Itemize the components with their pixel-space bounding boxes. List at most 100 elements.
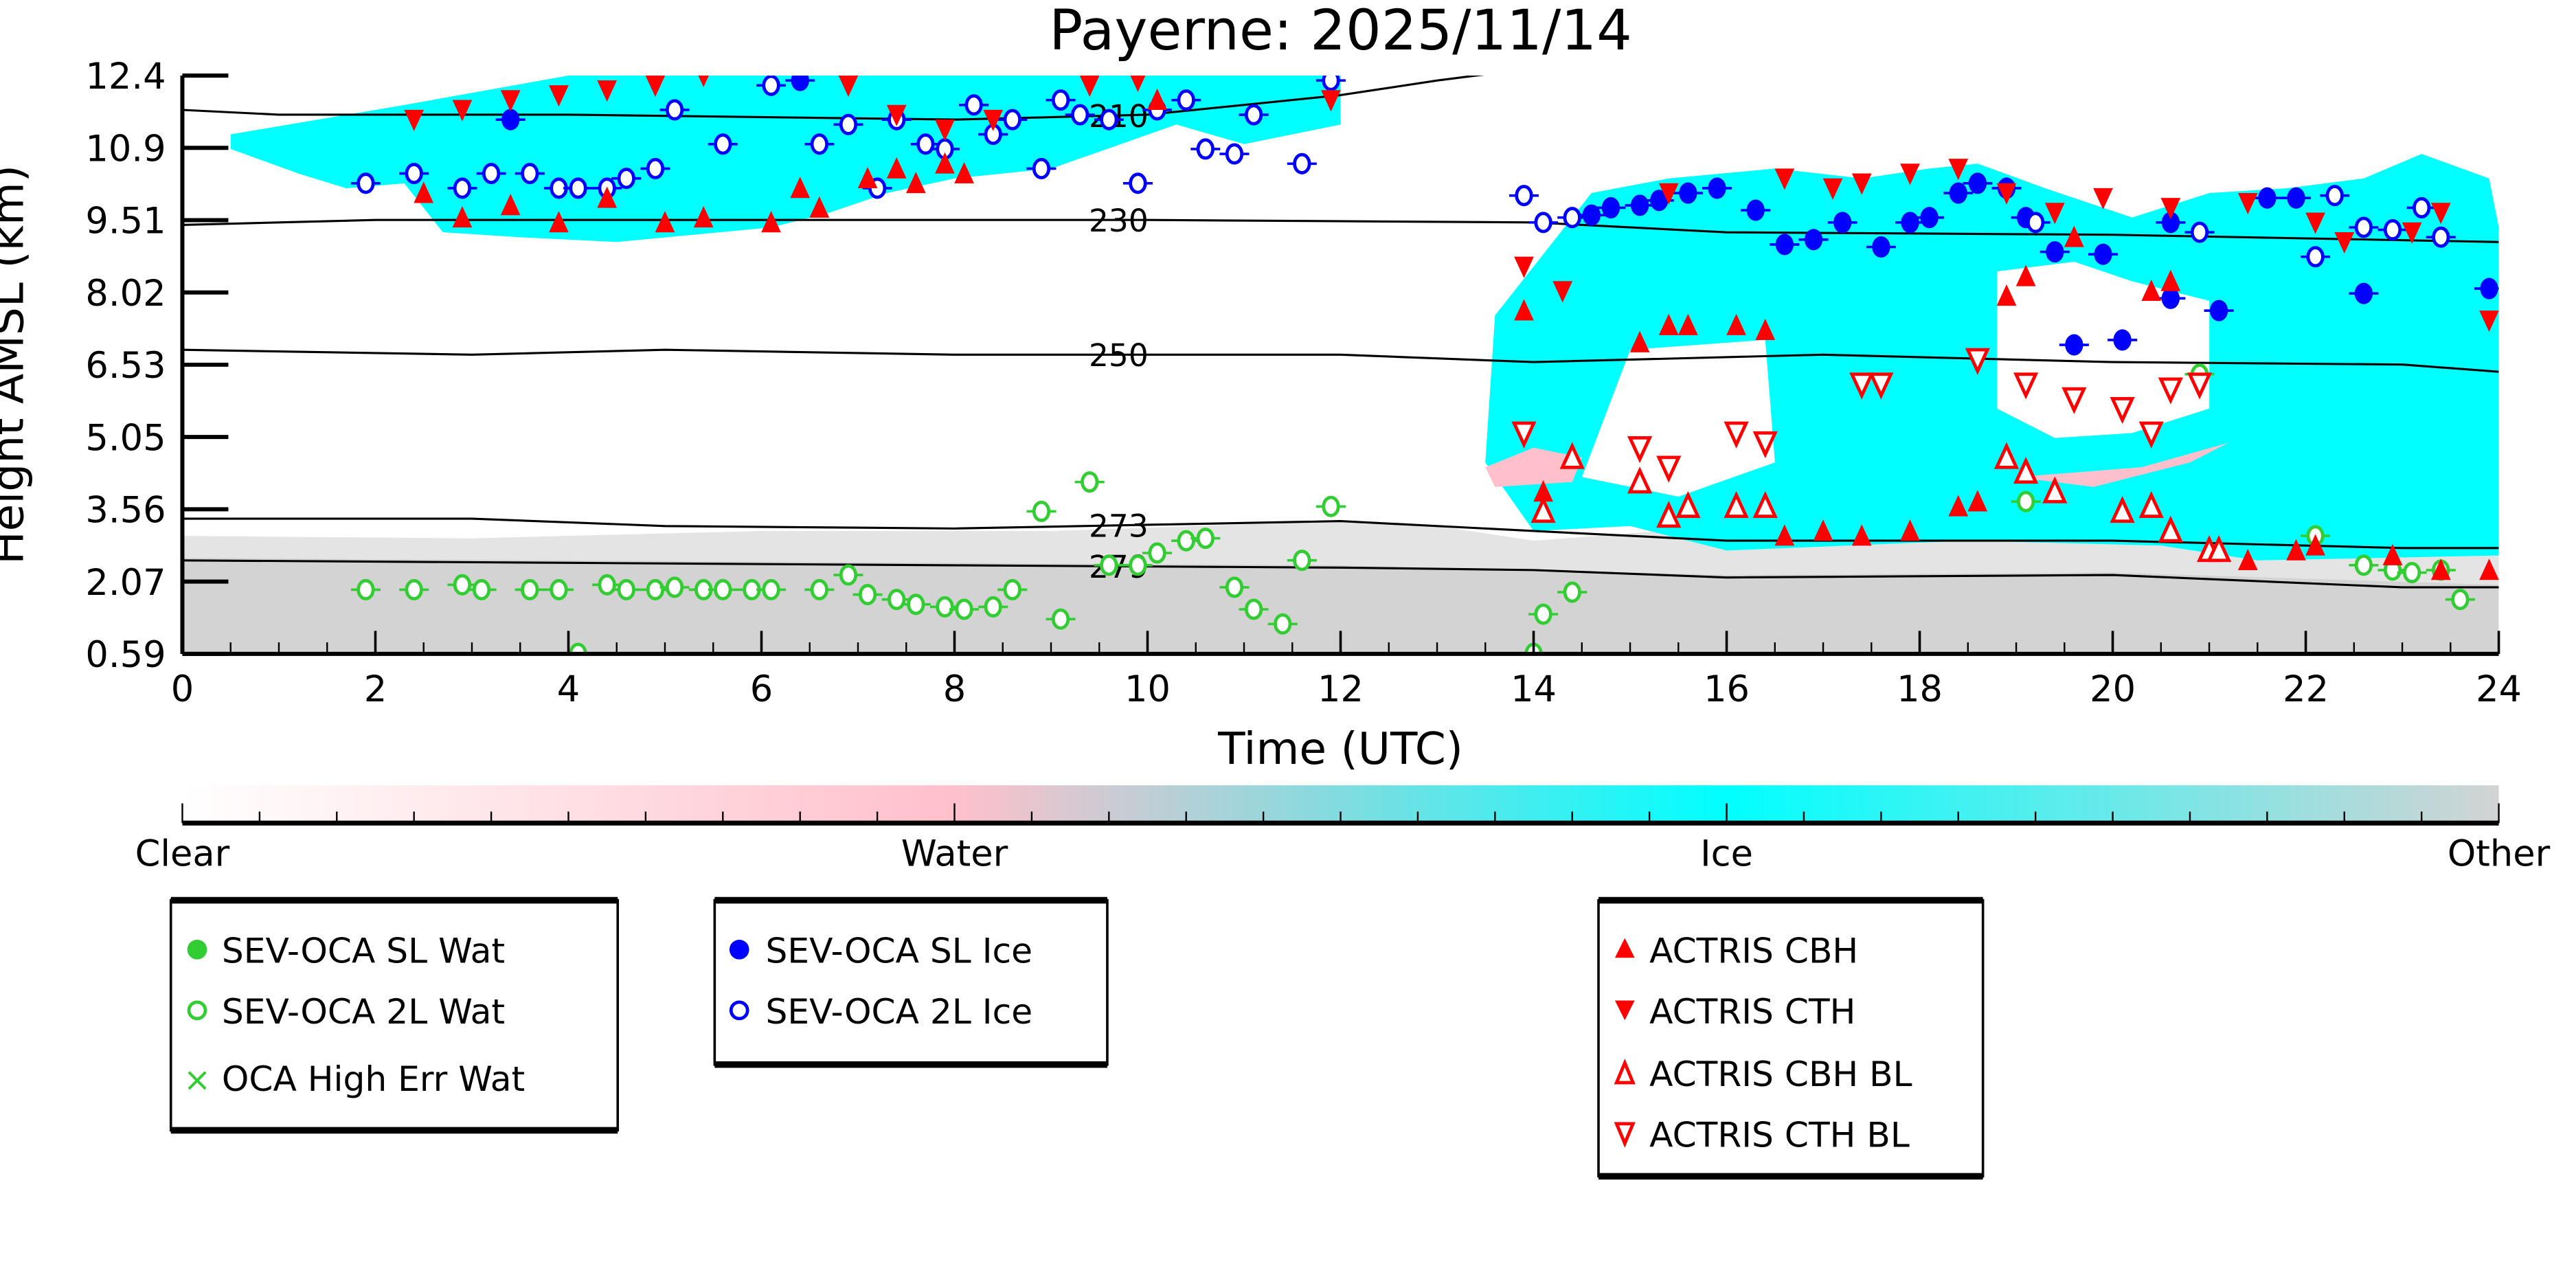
sev-oca-2l-ice-marker (1293, 152, 1311, 174)
actris-cth-marker (935, 120, 955, 142)
sev-oca-2l-wat-marker (1100, 554, 1118, 576)
actris-cth-marker (2430, 203, 2451, 225)
sev-oca-2l-wat-marker (1081, 471, 1099, 493)
sev-oca-2l-ice-marker (1051, 89, 1070, 111)
actris-cbh-bl-marker (2138, 490, 2164, 519)
actris-cth-marker (404, 109, 425, 131)
sev-oca-2l-wat-marker (888, 589, 906, 611)
clear-area (1581, 339, 1775, 497)
sev-oca-2l-wat-marker (521, 578, 539, 601)
sev-oca-2l-ice-marker (665, 99, 684, 121)
legend-actris: ACTRIS CBH ACTRIS CTH ACTRIS CBH BL ACTR… (1597, 896, 1985, 1180)
actris-cth-marker (2402, 222, 2422, 244)
sev-oca-2l-wat-marker (762, 578, 780, 601)
actris-cth-marker (2479, 310, 2499, 332)
actris-cbh-marker (1533, 480, 1553, 502)
actris-cbh-marker (1813, 519, 1833, 541)
actris-cth-marker (1321, 90, 1341, 112)
sev-oca-2l-wat-marker (839, 564, 858, 586)
sev-oca-2l-ice-marker (617, 168, 635, 190)
y-tick-label: 9.51 (85, 201, 166, 242)
sev-oca-sl-ice-marker (2354, 282, 2373, 304)
actris-cbh-bl-marker (1656, 501, 1682, 528)
sev-oca-2l-wat-marker (665, 576, 684, 598)
sev-oca-sl-ice-marker (1679, 182, 1697, 204)
actris-cbh-marker (1774, 524, 1795, 546)
actris-cth-marker (698, 76, 709, 87)
water-area (1485, 447, 1582, 487)
sev-oca-2l-ice-marker (405, 163, 423, 185)
x-tick-label: 24 (2476, 668, 2522, 710)
sev-oca-2l-wat-marker (2402, 561, 2421, 584)
actris-cth-bl-marker (1965, 348, 1990, 375)
actris-cbh-marker (857, 166, 878, 189)
y-axis-label: Height AMSL (km) (0, 165, 34, 565)
actris-cth-marker (1130, 76, 1146, 92)
actris-cth-bl-marker (1511, 421, 1537, 449)
actris-cbh-bl-marker (1675, 490, 1701, 519)
sev-oca-sl-ice-marker (2046, 241, 2064, 263)
actris-cth-bl-marker (2138, 421, 2164, 449)
actris-cbh-marker (452, 205, 473, 228)
actris-cth-marker (2334, 232, 2355, 254)
actris-cbh-marker (2479, 558, 2499, 580)
actris-cbh-marker (1900, 519, 1920, 541)
contour-label: 250 (1089, 337, 1149, 374)
actris-cth-marker (645, 76, 666, 98)
actris-cbh-marker (597, 186, 618, 208)
sev-oca-sl-ice-marker (2480, 278, 2498, 300)
actris-cth-marker (500, 90, 521, 112)
legend-label: SEV-OCA SL Ice (765, 930, 1032, 971)
sev-oca-sl-ice-marker (2065, 334, 2083, 356)
legend-label: OCA High Err Wat (222, 1059, 525, 1099)
x-tick-label: 22 (2283, 668, 2329, 710)
sev-oca-2l-ice-marker (916, 133, 935, 155)
x-tick-label: 20 (2090, 668, 2136, 710)
actris-cth-marker (886, 104, 907, 126)
actris-cbh-marker (809, 196, 830, 218)
actris-cbh-marker (1967, 490, 1988, 512)
actris-cbh-bl-marker (2158, 515, 2183, 543)
colorbar-ticks: Clear Water Ice Other (135, 803, 2551, 874)
sev-oca-2l-ice-marker (1196, 138, 1214, 160)
actris-cbh-marker (1678, 313, 1698, 335)
actris-cbh-bl-marker (1627, 466, 1653, 494)
sev-oca-2l-wat-marker (598, 574, 616, 596)
legend-label: ACTRIS CBH BL (1649, 1054, 1912, 1094)
other-area (182, 558, 2499, 654)
y-tick-label: 10.9 (85, 128, 166, 170)
sev-oca-2l-wat-marker (2451, 589, 2470, 611)
contour-label: 210 (1089, 98, 1149, 135)
sev-oca-2l-wat-marker (550, 578, 568, 601)
sev-oca-2l-wat-marker (617, 578, 635, 601)
sev-oca-2l-wat-marker (2016, 490, 2035, 512)
sev-oca-sl-ice-marker (1746, 199, 1765, 221)
sev-oca-sl-ice-marker (1949, 182, 1967, 204)
sev-oca-sl-ice-marker (2287, 187, 2305, 209)
sev-oca-2l-wat-marker (1274, 613, 1292, 635)
actris-cbh-marker (1658, 313, 1679, 335)
actris-cth-marker (1948, 159, 1969, 181)
sev-oca-2l-wat-marker (1563, 581, 1581, 603)
actris-cbh-marker (2286, 539, 2306, 561)
sev-oca-sl-ice-marker (2113, 329, 2132, 351)
chart-title: Payerne: 2025/11/14 (1049, 0, 1632, 63)
axes: 0 2 4 6 8 10 12 14 16 18 20 22 240.592.073.565.056.5… (85, 56, 2522, 710)
actris-cbh-marker (1726, 313, 1746, 335)
y-tick-label: 6.53 (85, 345, 166, 387)
sev-oca-2l-wat-marker (936, 596, 954, 618)
x-tick-label: 14 (1511, 668, 1557, 710)
legend-marker-open-triangle-down-icon (1614, 1122, 1636, 1148)
sev-oca-sl-ice-marker (791, 76, 809, 91)
actris-cbh-marker (1996, 284, 2017, 306)
sev-oca-sl-ice-marker (2209, 300, 2228, 321)
actris-cth-bl-marker (1724, 421, 1749, 449)
legend-label: SEV-OCA 2L Wat (222, 991, 505, 1032)
sev-oca-2l-ice-marker (1177, 89, 1195, 111)
actris-cth-marker (597, 80, 618, 102)
actris-cbh-bl-marker (2042, 476, 2068, 504)
actris-cbh-marker (414, 181, 434, 203)
sev-oca-sl-ice-marker (2094, 243, 2112, 265)
legend-label: SEV-OCA SL Wat (222, 930, 505, 971)
